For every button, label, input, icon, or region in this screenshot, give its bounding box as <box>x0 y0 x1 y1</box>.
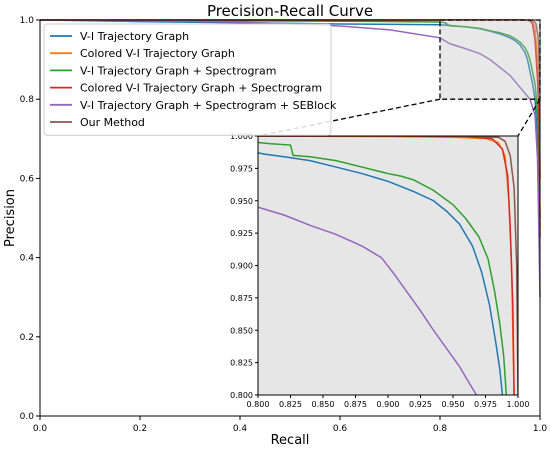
y-tick-label: 0.2 <box>20 333 34 343</box>
y-axis-label: Precision <box>3 189 18 247</box>
inset-y-tick-label: 0.925 <box>230 229 253 238</box>
legend-entry-5: V-I Trajectory Graph + Spectrogram + SEB… <box>80 99 337 112</box>
inset-x-tick-label: 0.825 <box>279 400 302 409</box>
inset-y-tick-label: 1.000 <box>230 132 253 141</box>
inset-series-line-3 <box>258 206 478 395</box>
legend-entry-2: Colored V-I Trajectory Graph <box>80 47 235 60</box>
main-series-line-1 <box>39 19 541 226</box>
inset-x-tick-label: 0.850 <box>312 400 335 409</box>
x-tick-label: 0.2 <box>133 424 147 434</box>
inset-x-tick-label: 0.900 <box>377 400 400 409</box>
zoom-connector-right <box>517 98 541 137</box>
legend-entry-3: V-I Trajectory Graph + Spectrogram <box>80 64 276 77</box>
inset-y-tick-label: 0.975 <box>230 164 253 173</box>
inset-y-tick-label: 0.900 <box>230 262 253 271</box>
legend-box <box>43 23 332 136</box>
y-tick-label: 0.8 <box>20 95 35 105</box>
inset-series-line-2 <box>258 141 508 395</box>
inset-x-tick-label: 0.925 <box>409 400 432 409</box>
inset-x-tick-label: 0.800 <box>247 400 270 409</box>
inset-x-tick-label: 1.000 <box>507 400 530 409</box>
inset-series-line-1 <box>258 152 504 395</box>
x-tick-label: 0.8 <box>433 424 448 434</box>
inset-y-tick-label: 0.850 <box>230 326 253 335</box>
inset-y-tick-label: 0.950 <box>230 197 253 206</box>
legend-entry-4: Colored V-I Trajectory Graph + Spectrogr… <box>80 82 322 95</box>
x-tick-label: 1.0 <box>533 424 548 434</box>
inset-plot-area: 0.800 0.825 0.850 0.875 0.900 0.925 0.950 0.975… <box>230 132 529 409</box>
inset-y-tick-label: 0.875 <box>230 294 253 303</box>
x-tick-label: 0.4 <box>233 424 248 434</box>
main-series-line-3 <box>39 19 541 219</box>
x-axis-label: Recall <box>271 433 310 448</box>
inset-x-tick-label: 0.875 <box>344 400 367 409</box>
inset-y-tick-label: 0.800 <box>230 391 253 400</box>
inset-x-tick-label: 0.950 <box>442 400 465 409</box>
y-tick-label: 0.4 <box>20 254 35 264</box>
zoom-region-rect <box>439 19 541 100</box>
x-tick-label: 0.0 <box>33 424 48 434</box>
inset-y-tick-label: 0.825 <box>230 359 253 368</box>
inset-x-tick-label: 0.975 <box>474 400 497 409</box>
legend-entry-1: V-I Trajectory Graph <box>80 30 189 43</box>
y-tick-label: 0.6 <box>20 174 35 184</box>
x-tick-label: 0.6 <box>333 424 348 434</box>
legend-entry-6: Our Method <box>80 116 145 129</box>
main-plot-frame <box>39 19 541 417</box>
y-tick-label: 0.0 <box>20 412 35 422</box>
chart-title: Precision-Recall Curve <box>207 2 373 20</box>
main-series-line-5 <box>39 19 541 298</box>
y-tick-label: 1.0 <box>20 16 35 26</box>
legend: V-I Trajectory Graph Colored V-I Trajecto… <box>43 23 337 136</box>
